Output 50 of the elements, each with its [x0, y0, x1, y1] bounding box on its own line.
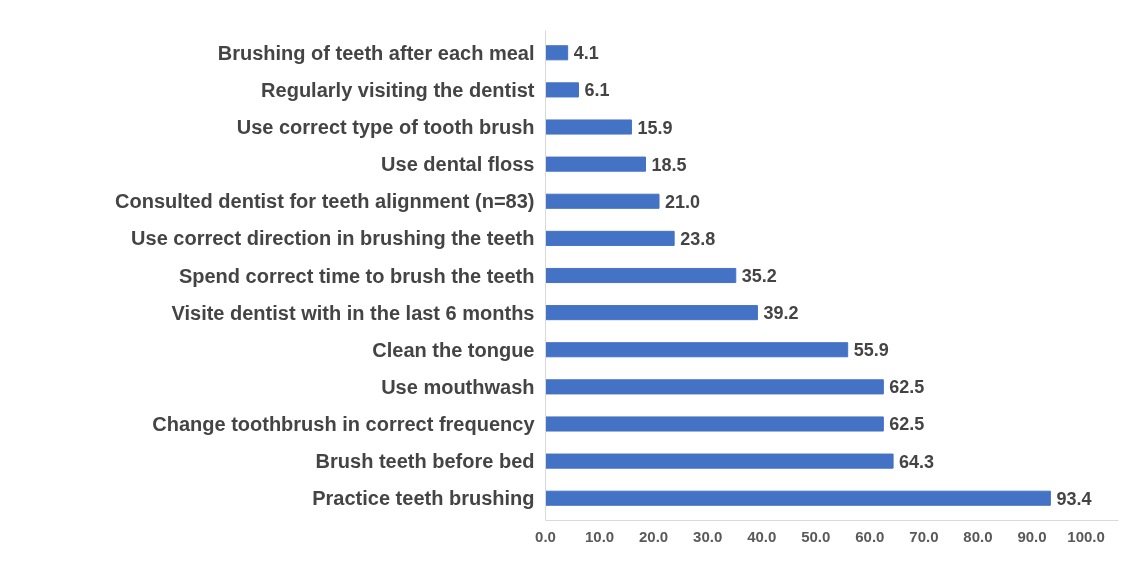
data-label: 62.5: [889, 414, 925, 435]
y-tick-label: Use mouthwash: [381, 375, 535, 398]
y-tick-label: Use correct direction in brushing the teeth: [131, 227, 535, 250]
data-label: 35.2: [741, 266, 777, 286]
data-label: 62.5: [889, 377, 925, 398]
bar: [545, 156, 646, 172]
y-tick-label: Change toothbrush in correct frequency: [152, 412, 536, 435]
x-tick-label: 0.0: [535, 527, 556, 545]
bar: [545, 342, 849, 358]
y-tick-label: Clean the tongue: [372, 338, 535, 361]
y-tick-label: Brush teeth before bed: [315, 450, 535, 473]
y-tick-label: Use correct type of tooth brush: [236, 116, 535, 139]
data-label: 6.1: [584, 80, 610, 101]
x-tick-label: 80.0: [963, 527, 993, 545]
x-tick-label: 10.0: [584, 527, 615, 545]
x-tick-label: 100.0: [1067, 527, 1105, 545]
bar: [545, 230, 675, 246]
y-tick-label: Visite dentist with in the last 6 months: [171, 301, 535, 324]
x-tick-label: 50.0: [801, 527, 831, 545]
data-label: 64.3: [899, 451, 935, 472]
y-tick-label: Use dental floss: [381, 153, 535, 176]
data-label: 21.0: [665, 191, 701, 212]
data-label: 93.4: [1056, 488, 1092, 509]
bar: [545, 267, 737, 284]
data-label: 18.5: [651, 154, 687, 175]
bar: [545, 82, 579, 98]
x-tick-label: 30.0: [693, 527, 723, 545]
bar: [545, 45, 569, 61]
y-tick-label: Brushing of teeth after each meal: [217, 41, 535, 64]
data-label: 39.2: [763, 303, 799, 324]
bar: [545, 305, 758, 321]
data-label: 23.8: [680, 228, 716, 249]
y-tick-label: Regularly visiting the dentist: [261, 78, 535, 101]
data-label: 15.9: [637, 117, 673, 138]
x-tick-label: 60.0: [855, 527, 885, 545]
bar: [545, 453, 894, 469]
x-tick-label: 90.0: [1017, 527, 1047, 545]
bar: [545, 379, 884, 395]
bar: [545, 416, 884, 432]
x-tick-label: 20.0: [639, 527, 669, 545]
x-tick-label: 40.0: [747, 527, 777, 545]
bar: [545, 490, 1051, 506]
y-tick-label: Consulted dentist for teeth alignment (n=83): [115, 190, 535, 213]
x-tick-label: 70.0: [909, 527, 939, 545]
y-tick-label: Practice teeth brushing: [312, 487, 535, 510]
data-label: 55.9: [853, 340, 889, 361]
data-label: 4.1: [573, 43, 599, 64]
bar: [545, 119, 632, 135]
y-tick-label: Spend correct time to brush the teeth: [178, 264, 535, 287]
bar: [545, 193, 660, 209]
